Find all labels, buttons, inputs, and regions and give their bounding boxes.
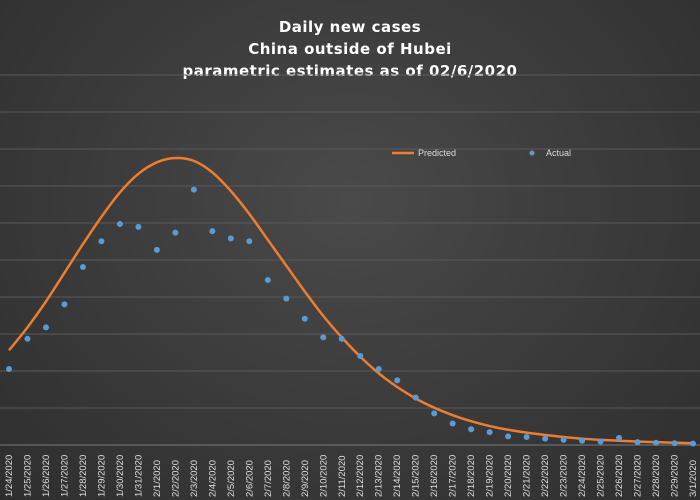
x-tick-label: 2/5/2020: [226, 460, 237, 497]
x-tick-label: 2/15/2020: [411, 455, 422, 497]
x-tick-label: 2/26/2020: [614, 455, 625, 497]
actual-point: [412, 394, 419, 401]
actual-point: [486, 429, 493, 436]
actual-point: [246, 238, 253, 245]
x-axis-tick-labels: 1/24/2020 1/25/2020 1/26/2020 1/27/2020 1/28…: [4, 455, 699, 497]
x-tick-label: 1/24/2020: [4, 455, 15, 497]
actual-point: [42, 324, 49, 331]
actual-point: [375, 365, 382, 372]
actual-point: [468, 426, 475, 433]
x-tick-label: 1/31/2020: [133, 455, 144, 497]
x-tick-label: 3/1/2020: [688, 460, 699, 497]
gridlines: [0, 74, 700, 446]
x-tick-label: 2/18/2020: [466, 455, 477, 497]
x-tick-label: 2/1/2020: [152, 460, 163, 497]
actual-point: [523, 433, 530, 440]
actual-point: [560, 436, 567, 443]
x-tick-label: 2/14/2020: [392, 455, 403, 497]
actual-point: [431, 410, 438, 417]
actual-point: [98, 238, 105, 245]
actual-point: [449, 420, 456, 427]
x-tick-label: 2/22/2020: [540, 455, 551, 497]
x-tick-label: 2/11/2020: [337, 455, 348, 497]
x-tick-label: 2/2/2020: [170, 460, 181, 497]
actual-point: [172, 229, 179, 236]
x-tick-label: 1/27/2020: [59, 455, 70, 497]
x-tick-label: 1/30/2020: [115, 455, 126, 497]
x-tick-label: 2/27/2020: [633, 455, 644, 497]
x-tick-label: 2/19/2020: [485, 455, 496, 497]
x-tick-label: 1/26/2020: [41, 455, 52, 497]
actual-point: [79, 264, 86, 271]
x-tick-label: 2/28/2020: [651, 455, 662, 497]
actual-point: [597, 438, 604, 445]
actual-point: [542, 435, 549, 442]
x-tick-label: 2/13/2020: [374, 455, 385, 497]
x-tick-label: 2/12/2020: [355, 455, 366, 497]
legend-actual-swatch: [529, 150, 535, 156]
x-tick-label: 2/9/2020: [300, 460, 311, 497]
x-tick-label: 2/16/2020: [429, 455, 440, 497]
actual-point: [671, 440, 678, 447]
actual-point: [116, 221, 123, 228]
x-tick-label: 2/3/2020: [189, 460, 200, 497]
x-tick-label: 2/29/2020: [670, 455, 681, 497]
predicted-line: [8, 156, 694, 445]
x-tick-label: 2/6/2020: [244, 460, 255, 497]
actual-point: [227, 235, 234, 242]
legend-actual-label: Actual: [546, 148, 571, 158]
actual-point: [6, 365, 12, 372]
x-tick-label: 2/24/2020: [577, 455, 588, 497]
x-tick-label: 2/21/2020: [522, 455, 533, 497]
legend: Predicted Actual: [392, 148, 571, 158]
x-tick-label: 2/23/2020: [559, 455, 570, 497]
chart-title-line-2: China outside of Hubei: [248, 40, 452, 58]
x-tick-label: 2/20/2020: [503, 455, 514, 497]
actual-point: [690, 440, 696, 447]
actual-point: [634, 439, 641, 446]
actual-point: [320, 334, 327, 341]
actual-series: [6, 186, 696, 447]
actual-point: [61, 301, 68, 308]
actual-point: [264, 276, 271, 283]
x-tick-label: 1/29/2020: [96, 455, 107, 497]
actual-point: [653, 439, 660, 446]
actual-point: [338, 335, 345, 342]
actual-point: [283, 295, 290, 302]
actual-point: [135, 223, 142, 230]
x-tick-label: 2/4/2020: [207, 460, 218, 497]
actual-point: [209, 228, 216, 235]
actual-point: [301, 315, 308, 322]
actual-point: [505, 433, 512, 440]
actual-point: [579, 437, 586, 444]
actual-point: [394, 377, 401, 384]
x-tick-label: 1/28/2020: [78, 455, 89, 497]
actual-point: [153, 246, 160, 253]
actual-point: [616, 434, 623, 441]
actual-point: [357, 353, 364, 360]
legend-predicted-label: Predicted: [418, 148, 456, 158]
actual-point: [24, 335, 31, 342]
x-tick-label: 2/17/2020: [448, 455, 459, 497]
actual-point: [190, 186, 197, 193]
x-tick-label: 1/25/2020: [22, 455, 33, 497]
x-tick-label: 2/8/2020: [281, 460, 292, 497]
x-tick-label: 2/10/2020: [318, 455, 329, 497]
x-tick-label: 2/25/2020: [596, 455, 607, 497]
x-tick-label: 2/7/2020: [263, 460, 274, 497]
chart-title-line-1: Daily new cases: [278, 18, 422, 36]
predicted-series: [8, 156, 694, 445]
